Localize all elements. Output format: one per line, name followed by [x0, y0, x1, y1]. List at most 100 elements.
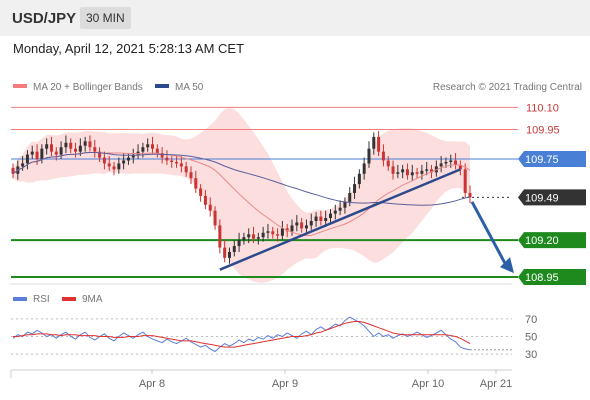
- ma50-legend-label: MA 50: [175, 82, 204, 93]
- timeframe-badge[interactable]: 30 MIN: [80, 7, 131, 29]
- candle-body: [324, 218, 328, 221]
- level-tag-shape: [518, 269, 586, 286]
- candle: [165, 150, 169, 165]
- candle-body: [208, 204, 212, 211]
- candle: [155, 144, 159, 158]
- candle: [247, 228, 251, 244]
- level-label-110.10: 110.10: [526, 102, 559, 114]
- candle-body: [444, 161, 448, 164]
- candle-body: [242, 237, 246, 241]
- level-tag-shape: [518, 232, 586, 249]
- candle: [242, 232, 246, 245]
- candle-body: [35, 151, 39, 160]
- candle-body: [194, 178, 198, 189]
- candle-body: [179, 163, 183, 167]
- candle: [319, 210, 323, 226]
- candle: [40, 144, 44, 164]
- candle-body: [126, 157, 130, 161]
- candle-body: [141, 147, 145, 152]
- candle: [88, 135, 92, 152]
- candle: [203, 190, 207, 210]
- candle: [227, 247, 231, 264]
- candle: [54, 147, 58, 161]
- candle: [410, 164, 414, 182]
- rsi-legend-swatch: [13, 297, 27, 301]
- candle-body: [199, 188, 203, 196]
- level-tag-109.75: 109.75: [518, 151, 586, 168]
- rsi-plot: 70 50 30: [11, 314, 537, 361]
- candle: [45, 138, 49, 155]
- candle-body: [184, 166, 188, 173]
- candle-body: [377, 136, 381, 152]
- candle-body: [64, 142, 68, 148]
- bollinger-band: [13, 107, 470, 283]
- candle-body: [463, 169, 467, 193]
- candle-body: [189, 172, 193, 179]
- candle-body: [160, 153, 164, 158]
- candle-body: [165, 157, 169, 161]
- candle-body: [314, 216, 318, 221]
- candle: [11, 163, 15, 179]
- candle: [179, 156, 183, 173]
- chart-legend: MA 20 + Bollinger Bands MA 50 Research ©…: [13, 82, 582, 93]
- level-label-108.95: 108.95: [525, 272, 559, 284]
- candle-body: [280, 228, 284, 236]
- candle-body: [74, 148, 78, 152]
- candle-body: [78, 145, 82, 152]
- candle-body: [107, 163, 111, 167]
- candle: [405, 163, 409, 180]
- candle-body: [117, 163, 121, 170]
- ma20-legend-label: MA 20 + Bollinger Bands: [33, 82, 143, 93]
- candle: [49, 136, 53, 157]
- candle: [151, 136, 155, 155]
- ma50-line: [12, 152, 471, 206]
- candle-body: [232, 246, 236, 252]
- candle-body: [266, 231, 270, 233]
- chart-timestamp: Monday, April 12, 2021 5:28:13 AM CET: [13, 41, 245, 56]
- candle: [25, 150, 29, 170]
- level-label-109.75: 109.75: [525, 154, 559, 166]
- candle: [276, 228, 280, 242]
- rsi-legend: RSI 9MA: [13, 294, 103, 305]
- candle: [256, 232, 260, 245]
- candle: [290, 219, 294, 236]
- x-tick-label-0: Apr 8: [139, 378, 165, 390]
- candle: [213, 206, 217, 230]
- rsi-ma-legend-label: 9MA: [82, 294, 103, 305]
- level-label-109.20: 109.20: [525, 235, 559, 247]
- candle-body: [213, 210, 217, 226]
- candle: [420, 164, 424, 180]
- candle: [295, 215, 299, 232]
- candle: [30, 145, 34, 160]
- candle: [208, 197, 212, 217]
- candle-body: [449, 160, 453, 162]
- candle: [357, 169, 361, 189]
- candle-body: [83, 141, 87, 146]
- candle: [304, 219, 308, 235]
- candle-body: [227, 251, 231, 258]
- candle: [454, 153, 458, 170]
- level-label-109.95: 109.95: [526, 125, 560, 137]
- candle-body: [88, 141, 92, 148]
- credit-text: Research © 2021 Trading Central: [433, 82, 582, 93]
- candle-body: [454, 160, 458, 165]
- candle: [199, 184, 203, 202]
- candle-body: [170, 160, 174, 162]
- candle-body: [237, 240, 241, 247]
- rsi-tick-30: 30: [525, 349, 537, 361]
- level-tag-109.49: 109.49: [518, 189, 586, 206]
- candle: [218, 219, 222, 254]
- candle: [343, 197, 347, 214]
- candle-body: [40, 148, 44, 160]
- candle: [367, 141, 371, 168]
- candle-body: [276, 234, 280, 236]
- candle: [280, 220, 284, 241]
- rsi-line: [12, 316, 471, 353]
- candle-body: [372, 136, 376, 149]
- candle-body: [430, 169, 434, 173]
- candle-body: [49, 144, 53, 152]
- candle-body: [391, 166, 395, 174]
- candle: [309, 213, 313, 230]
- candle: [261, 226, 265, 242]
- candle-body: [386, 160, 390, 167]
